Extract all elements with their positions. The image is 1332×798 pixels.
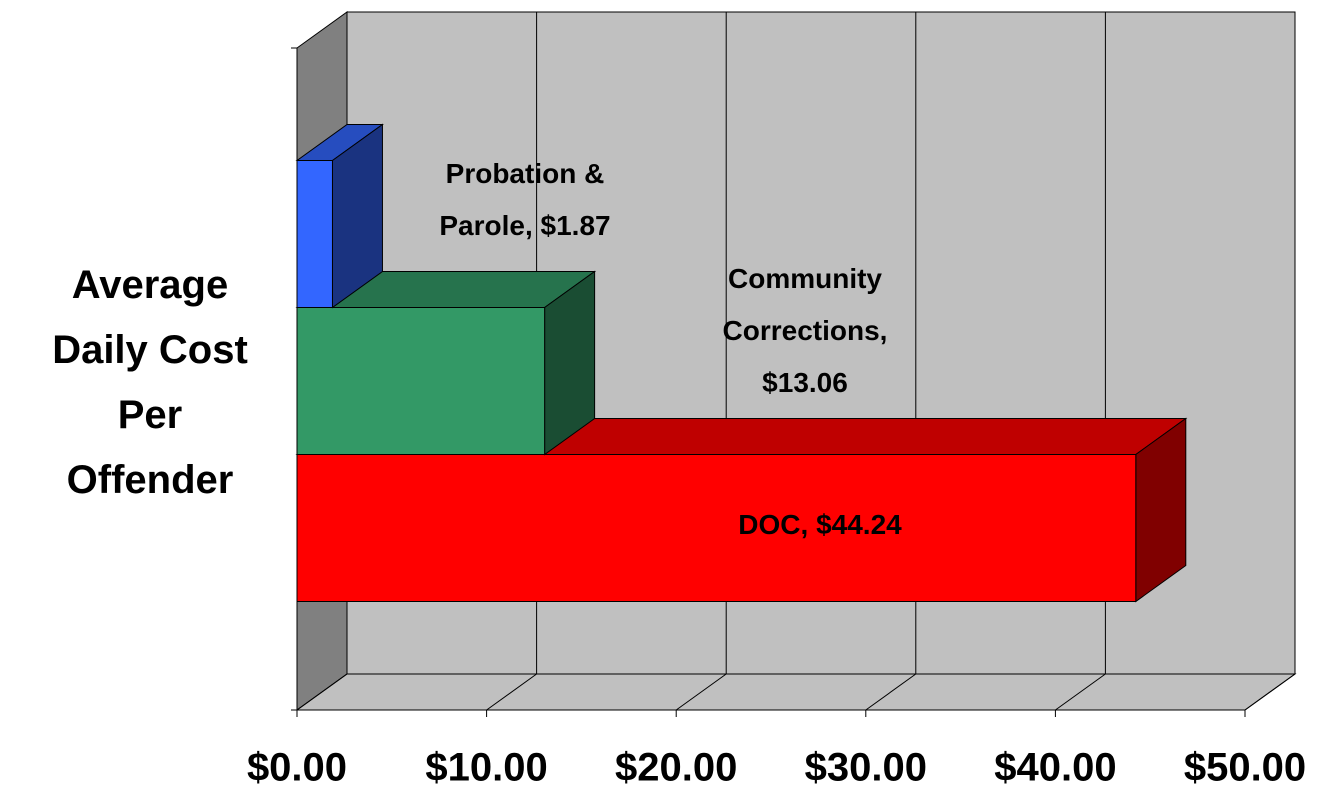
bar (296, 160, 333, 308)
grid-line (486, 673, 537, 711)
bar (296, 307, 546, 455)
grid-line (296, 673, 348, 711)
x-tick-label: $20.00 (615, 746, 737, 790)
floor (295, 673, 1297, 711)
x-tick-label: $30.00 (805, 746, 927, 790)
x-tick-label: $10.00 (425, 746, 547, 790)
grid-line (1055, 673, 1106, 711)
x-tick-label: $40.00 (994, 746, 1116, 790)
data-label: Community Corrections, $13.06 (722, 263, 888, 398)
x-tick-label: $0.00 (247, 746, 347, 790)
grid-line (1244, 673, 1296, 711)
y-axis-label: Average Daily Cost Per Offender (52, 263, 248, 502)
grid-line (865, 673, 917, 711)
bar (296, 454, 1137, 602)
x-tick-label: $50.00 (1184, 746, 1306, 790)
grid-line (675, 673, 727, 711)
data-label: DOC, $44.24 (738, 509, 902, 540)
data-label: Probation & Parole, $1.87 (439, 158, 611, 241)
